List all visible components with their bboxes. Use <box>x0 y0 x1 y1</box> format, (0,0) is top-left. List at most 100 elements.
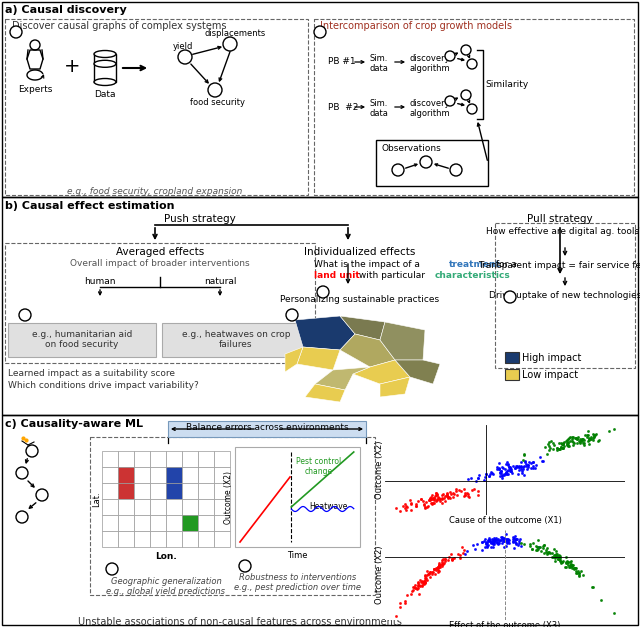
Point <box>555 556 565 566</box>
Text: discovery
algorithm: discovery algorithm <box>410 99 451 119</box>
Point <box>554 551 564 561</box>
Point <box>561 436 571 446</box>
Text: Overall impact of broader interventions: Overall impact of broader interventions <box>70 259 250 268</box>
Point <box>528 538 538 548</box>
Point <box>516 468 527 478</box>
Point <box>432 490 442 500</box>
Point <box>557 439 567 449</box>
Point <box>409 582 419 592</box>
Text: Pull strategy: Pull strategy <box>527 214 593 224</box>
Point <box>503 469 513 479</box>
Point <box>518 449 529 459</box>
Point <box>563 437 573 447</box>
Point <box>502 534 513 544</box>
Point <box>550 552 561 562</box>
Point <box>433 562 444 572</box>
Point <box>504 462 514 472</box>
Ellipse shape <box>94 60 116 67</box>
Point <box>547 548 557 558</box>
Point <box>543 439 553 449</box>
Bar <box>214 483 230 499</box>
Bar <box>118 499 134 515</box>
Point <box>502 538 512 548</box>
Point <box>417 576 427 586</box>
Point <box>579 438 589 448</box>
Point <box>497 539 507 549</box>
Point <box>502 537 512 547</box>
Text: X2: X2 <box>38 492 48 501</box>
Bar <box>134 531 150 547</box>
Point <box>552 553 563 563</box>
Point <box>440 554 451 564</box>
Circle shape <box>467 104 477 114</box>
Point <box>410 498 420 508</box>
Circle shape <box>461 90 471 100</box>
Point <box>419 500 429 510</box>
Point <box>486 537 496 547</box>
Circle shape <box>208 83 222 97</box>
Bar <box>102 483 118 499</box>
Point <box>395 602 405 612</box>
Point <box>437 493 447 503</box>
Point <box>424 569 434 579</box>
Point <box>499 463 509 473</box>
Point <box>569 438 579 448</box>
Point <box>574 568 584 578</box>
Point <box>508 532 518 542</box>
Point <box>555 556 565 566</box>
Point <box>485 537 495 547</box>
Point <box>561 562 572 572</box>
Point <box>487 534 497 544</box>
Point <box>579 438 589 448</box>
Point <box>494 463 504 473</box>
Point <box>494 464 504 474</box>
Point <box>416 494 426 504</box>
Bar <box>198 499 214 515</box>
Text: 5: 5 <box>320 289 325 298</box>
Point <box>510 537 520 547</box>
Circle shape <box>16 511 28 523</box>
Point <box>502 465 512 475</box>
Bar <box>118 531 134 547</box>
Point <box>513 538 524 548</box>
Point <box>428 567 438 577</box>
Text: e.g., humanitarian aid
on food security: e.g., humanitarian aid on food security <box>32 330 132 349</box>
Point <box>419 574 429 584</box>
Point <box>415 494 426 504</box>
Point <box>609 608 620 618</box>
Point <box>424 495 434 505</box>
Point <box>531 545 541 555</box>
Point <box>499 542 509 552</box>
Point <box>477 545 487 555</box>
Point <box>419 579 429 589</box>
Point <box>500 535 510 545</box>
Point <box>413 577 424 587</box>
Point <box>505 462 515 472</box>
Point <box>527 544 537 554</box>
Point <box>449 553 459 563</box>
Text: Lat.: Lat. <box>93 491 102 507</box>
Point <box>420 572 431 582</box>
Text: discovery
algorithm: discovery algorithm <box>410 54 451 73</box>
Circle shape <box>106 563 118 575</box>
Point <box>568 437 578 447</box>
Text: Lon.: Lon. <box>155 552 177 561</box>
Point <box>429 498 439 508</box>
Polygon shape <box>340 316 385 340</box>
Point <box>516 464 527 474</box>
Point <box>502 535 513 545</box>
Text: characteristics: characteristics <box>435 271 511 280</box>
Point <box>591 429 601 440</box>
Point <box>444 492 454 502</box>
Point <box>502 470 512 480</box>
Point <box>508 536 518 546</box>
Point <box>502 457 512 467</box>
Bar <box>235 447 360 547</box>
Point <box>463 491 474 501</box>
Point <box>589 430 599 440</box>
Point <box>553 554 563 564</box>
Point <box>444 487 454 497</box>
Point <box>486 542 496 552</box>
Point <box>408 582 418 592</box>
Bar <box>314 19 634 195</box>
